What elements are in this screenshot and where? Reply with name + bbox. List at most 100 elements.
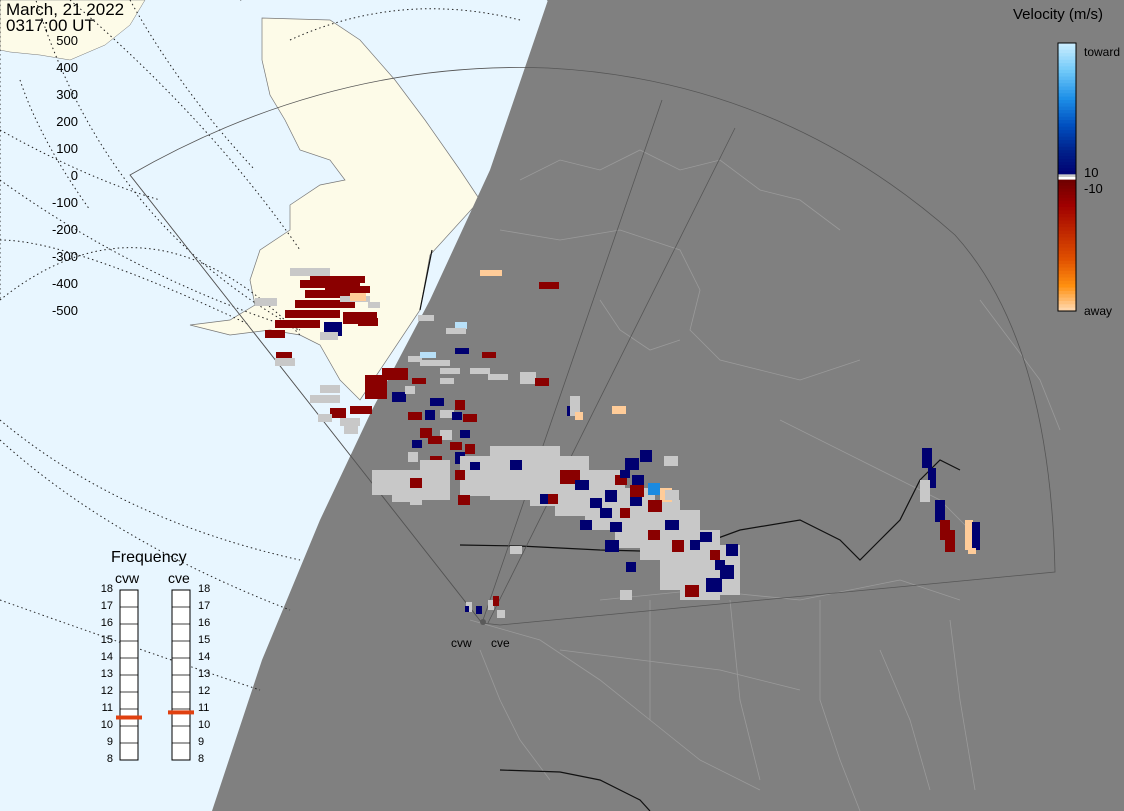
colorbar-title: Velocity (m/s) bbox=[1013, 6, 1104, 23]
colorbar-tick-label: -400 bbox=[51, 276, 78, 291]
scatter-cell bbox=[482, 352, 496, 358]
frequency-tick-label: 17 bbox=[100, 600, 113, 612]
scatter-cell bbox=[285, 310, 340, 318]
scatter-cell bbox=[463, 414, 477, 422]
site-label-cve: cve bbox=[491, 636, 510, 650]
scatter-cell bbox=[610, 522, 622, 532]
scatter-cell bbox=[425, 410, 435, 420]
scatter-cell bbox=[410, 478, 422, 488]
colorbar-tick-label: 500 bbox=[56, 33, 78, 48]
colorbar-segment bbox=[1058, 264, 1076, 268]
scatter-cell bbox=[590, 498, 602, 508]
colorbar-segment bbox=[1058, 79, 1076, 84]
scatter-cell bbox=[620, 590, 632, 600]
toward-label: toward bbox=[1084, 45, 1121, 59]
scatter-cell bbox=[255, 298, 277, 306]
scatter-cell bbox=[382, 368, 408, 380]
pos-threshold-label: 10 bbox=[1084, 165, 1099, 180]
colorbar-segment bbox=[1058, 59, 1076, 64]
scatter-cell bbox=[672, 540, 684, 552]
colorbar-segment bbox=[1058, 240, 1076, 245]
colorbar-segment bbox=[1058, 300, 1076, 305]
frequency-tick-label: 14 bbox=[100, 651, 113, 663]
scatter-cell bbox=[420, 428, 432, 438]
scatter-cell bbox=[408, 412, 422, 420]
frequency-tick-label: 16 bbox=[198, 617, 211, 629]
site-label-cvw: cvw bbox=[451, 636, 472, 650]
away-label: away bbox=[1084, 304, 1113, 318]
scatter-cell bbox=[428, 436, 442, 444]
colorbar-tick-label: 100 bbox=[56, 141, 78, 156]
colorbar-segment bbox=[1058, 223, 1076, 228]
scatter-cell bbox=[420, 460, 450, 500]
colorbar-segment bbox=[1058, 46, 1076, 51]
frequency-tick-label: 12 bbox=[198, 685, 211, 697]
colorbar-segment bbox=[1058, 113, 1076, 118]
colorbar-segment bbox=[1058, 210, 1076, 215]
frequency-tick-label: 9 bbox=[106, 736, 113, 748]
colorbar-segment bbox=[1058, 171, 1076, 175]
siberia-land bbox=[0, 0, 146, 61]
colorbar-segment bbox=[1058, 274, 1076, 278]
colorbar-segment bbox=[1058, 73, 1076, 77]
scatter-cell bbox=[497, 610, 505, 618]
colorbar-segment bbox=[1058, 53, 1076, 57]
scatter-cell bbox=[458, 495, 470, 505]
frequency-tick-label: 13 bbox=[100, 668, 113, 680]
frequency-tick-label: 8 bbox=[198, 753, 205, 765]
scatter-cell bbox=[935, 500, 945, 522]
scatter-cell bbox=[408, 452, 418, 462]
frequency-radar-label-cvw: cvw bbox=[115, 570, 140, 586]
colorbar-segment bbox=[1058, 156, 1076, 160]
colorbar-segment bbox=[1058, 203, 1076, 208]
colorbar-segment bbox=[1058, 130, 1076, 134]
scatter-cell bbox=[600, 508, 612, 518]
colorbar-segment bbox=[1058, 179, 1076, 184]
scatter-cell bbox=[494, 468, 506, 478]
frequency-marker bbox=[168, 710, 194, 715]
scatter-cell bbox=[465, 444, 475, 454]
scatter-cell bbox=[290, 268, 330, 276]
frequency-panel bbox=[116, 589, 194, 761]
scatter-cell bbox=[540, 494, 552, 504]
scatter-cell bbox=[476, 606, 482, 614]
scatter-cell bbox=[706, 578, 722, 592]
fields-of-view bbox=[129, 67, 1056, 626]
colorbar-segment bbox=[1058, 136, 1076, 141]
coastlines bbox=[469, 149, 1061, 811]
scatter-cell bbox=[275, 358, 295, 366]
scatter-cell bbox=[430, 398, 444, 406]
scatter-cell bbox=[440, 368, 460, 374]
velocity-colorbar bbox=[1057, 42, 1077, 312]
colorbar-segment bbox=[1058, 99, 1076, 104]
colorbar-segment bbox=[1058, 96, 1076, 101]
scatter-cell bbox=[548, 494, 558, 504]
colorbar-segment bbox=[1058, 56, 1076, 61]
colorbar-tick-label: 300 bbox=[56, 87, 78, 102]
frequency-tick-label: 11 bbox=[101, 702, 113, 714]
colorbar-tick-label: 0 bbox=[70, 168, 78, 183]
scatter-cell bbox=[690, 540, 700, 550]
colorbar-segment bbox=[1058, 83, 1076, 88]
scatter-cell bbox=[625, 458, 639, 470]
colorbar-segment bbox=[1058, 146, 1076, 151]
colorbar-tick-label: 400 bbox=[56, 60, 78, 75]
scatter-cell bbox=[480, 270, 502, 276]
colorbar-segment bbox=[1058, 307, 1076, 312]
colorbar-segment bbox=[1058, 162, 1076, 166]
scatter-cell bbox=[968, 548, 976, 554]
colorbar-segment bbox=[1058, 294, 1076, 299]
colorbar-segment bbox=[1058, 297, 1076, 302]
colorbar-segment bbox=[1058, 257, 1076, 262]
time-label: 0317:00 UT bbox=[6, 16, 95, 35]
scatter-cell bbox=[575, 480, 589, 490]
colorbar-segment bbox=[1058, 244, 1076, 248]
scatter-cell bbox=[440, 430, 452, 440]
scatter-cell bbox=[392, 392, 406, 402]
scatter-cell bbox=[972, 522, 980, 550]
colorbar-segment bbox=[1058, 116, 1076, 121]
colorbar-segment bbox=[1058, 267, 1076, 272]
scatter-cell bbox=[648, 483, 660, 495]
colorbar-segment bbox=[1058, 191, 1076, 196]
